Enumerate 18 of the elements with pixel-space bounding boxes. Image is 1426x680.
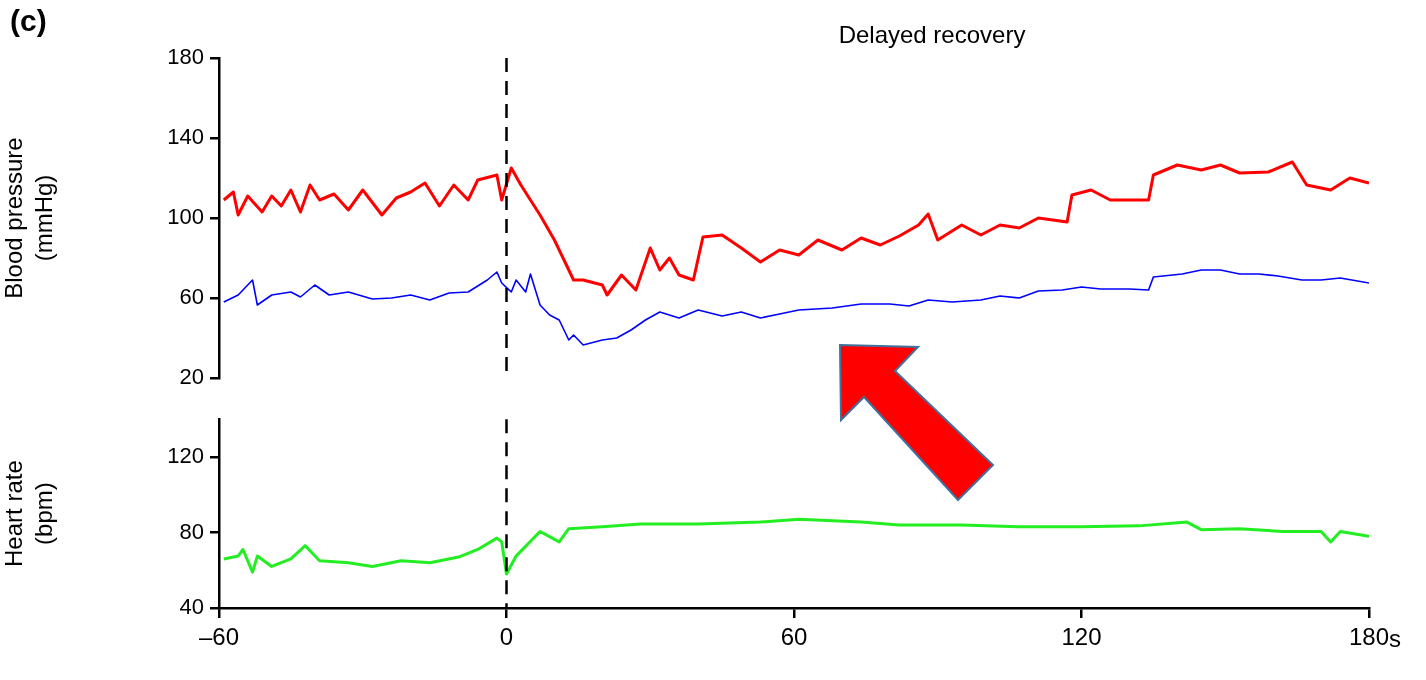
text: (c) (10, 4, 47, 38)
x-tick-label: 0 (499, 623, 514, 651)
y-axis-title: Blood pressure (mmHg) (0, 137, 57, 299)
y-tick-label: 120 (167, 443, 204, 469)
y-tick-label: 180 (167, 44, 204, 70)
y-tick-label: 60 (179, 284, 204, 310)
chart-title: Delayed recovery (838, 20, 1026, 48)
x-tick-label: –60 (198, 623, 240, 651)
x-tick-label: 120 (1061, 623, 1102, 651)
y-axis-title: Heart rate (bpm) (0, 460, 57, 567)
y-tick-label: 80 (179, 518, 204, 544)
y-tick-label: 20 (179, 364, 204, 390)
y-tick-label: 40 (179, 594, 204, 620)
x-tick-label: 60 (780, 623, 808, 651)
y-tick-label: 140 (167, 124, 204, 150)
x-axis-title: s (1389, 624, 1401, 652)
x-tick-label: 180 (1348, 623, 1390, 651)
y-tick-label: 100 (167, 204, 204, 230)
